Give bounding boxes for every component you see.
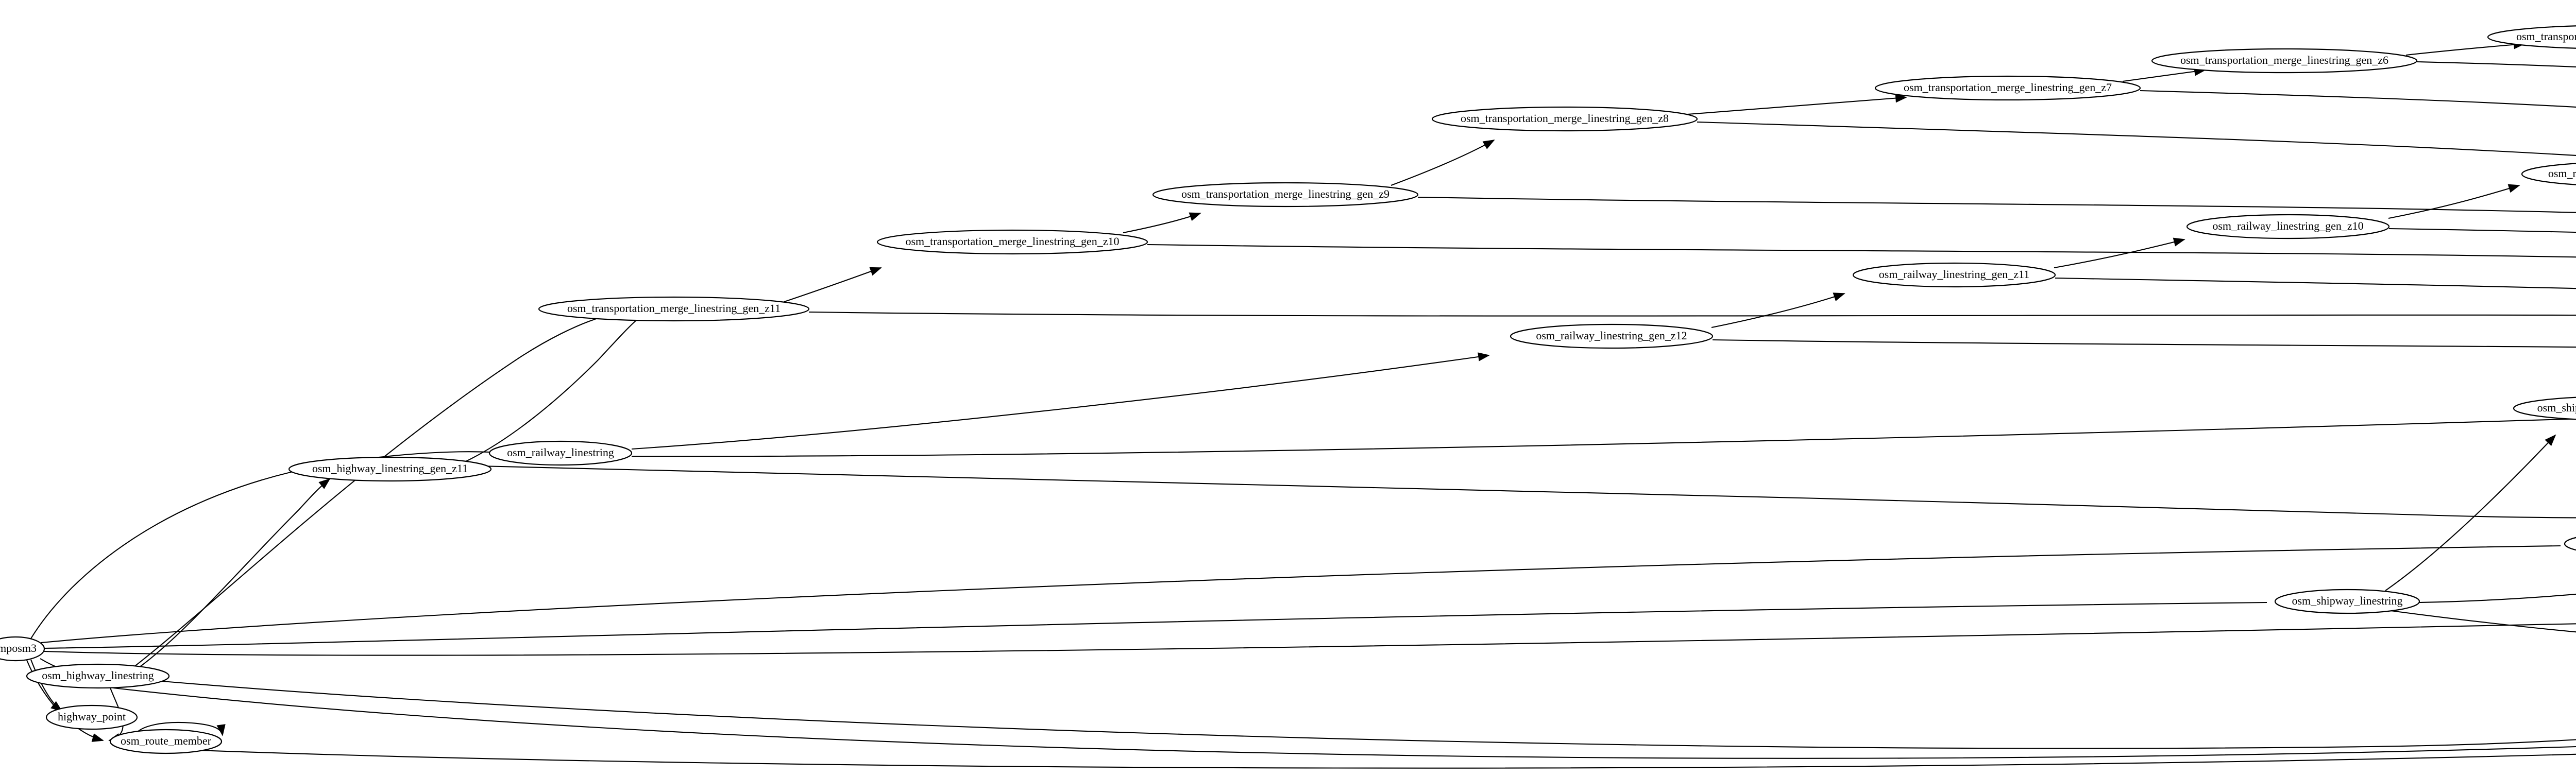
node-label: osm_highway_linestring — [42, 669, 154, 682]
edge-tm-z8-to-table-z8 — [1697, 121, 2576, 156]
edge-highway-linestring-to-table-z14 — [144, 679, 2576, 749]
edge-tm-z8-to-tm-z7 — [1687, 93, 1907, 115]
edge-tm-z9-to-table-z9 — [1417, 196, 2576, 213]
node-label: osm_railway_linestring_gen_z10 — [2212, 219, 2363, 232]
node-osm-route-member[interactable]: osm_route_member — [109, 729, 223, 754]
node-osm-highway-linestring[interactable]: osm_highway_linestring — [26, 663, 170, 689]
edge-imposm3-to-osm-shipway-linestring — [44, 601, 2267, 649]
node-osm-transportation-merge-linestring-gen-z6[interactable]: osm_transportation_merge_linestring_gen_… — [2151, 48, 2418, 74]
node-label: osm_transportation_merge_linestring_gen_… — [567, 302, 781, 315]
node-label: osm_railway_linestring — [507, 446, 614, 459]
node-osm-transportation-merge-linestring-gen-z11[interactable]: osm_transportation_merge_linestring_gen_… — [538, 296, 810, 322]
node-osm-transportation-merge-linestring-gen-z10[interactable]: osm_transportation_merge_linestring_gen_… — [876, 229, 1148, 255]
node-osm-railway-linestring[interactable]: osm_railway_linestring — [488, 440, 633, 466]
edge-tm-z7-to-tm-z6 — [2122, 67, 2206, 82]
edge-route-member-self-loop — [133, 721, 226, 737]
node-imposm3[interactable]: imposm3 — [0, 636, 45, 662]
edge-imposm3-to-osm-highway-polygon — [44, 623, 2576, 656]
edge-tm-z10-to-tm-z9 — [1123, 212, 1201, 234]
node-label: osm_shipway_linestring — [2292, 594, 2402, 607]
edge-shipway-linestring-to-ship-gen-z12 — [2385, 434, 2556, 591]
edge-imposm3-to-highway-point — [30, 659, 63, 712]
edge-shipway-linestring-to-table-z13 — [2419, 593, 2576, 603]
node-osm-highway-linestring-gen-z11[interactable]: osm_highway_linestring_gen_z11 — [288, 456, 492, 482]
node-osm-shipway-linestring-gen-z12[interactable]: osm_shipway_linestring_gen_z12 — [2513, 396, 2576, 420]
edge-lower-sweep-1 — [113, 687, 2576, 759]
node-highway-point[interactable]: highway_point — [45, 704, 138, 730]
edge-rail-z11-to-table-z11 — [2055, 277, 2576, 289]
node-label: osm_transportation_merge_linestring_gen_… — [2180, 54, 2388, 66]
edges-layer — [26, 40, 2576, 769]
edge-highway-linestring-to-tm-z11 — [133, 316, 603, 667]
node-osm-transportation-merge-linestring-gen-z5[interactable]: osm_transportation_merge_linestring_gen_… — [2487, 25, 2576, 49]
edge-tm-z11-to-table-z11 — [808, 311, 2576, 317]
edge-lower-sweep-3 — [2390, 610, 2576, 633]
node-osm-shipway-linestring[interactable]: osm_shipway_linestring — [2274, 589, 2420, 614]
edge-rail-z12-to-table-z12 — [1712, 339, 2576, 348]
nodes-layer: imposm3 osm_highway_linestring highway_p… — [0, 25, 2576, 754]
node-osm-transportation-merge-linestring-gen-z9[interactable]: osm_transportation_merge_linestring_gen_… — [1152, 182, 1419, 208]
node-label: highway_point — [58, 710, 126, 723]
node-osm-railway-linestring-gen-z10[interactable]: osm_railway_linestring_gen_z10 — [2186, 214, 2390, 239]
node-label: osm_railway_linestring_gen_z11 — [1879, 268, 2029, 281]
edge-highway-gen-z11-to-table-z12 — [479, 465, 2576, 519]
edge-highway-linestring-to-gen-z11 — [139, 478, 331, 668]
edge-rail-z10-to-rail-z9 — [2388, 184, 2520, 219]
node-label: imposm3 — [0, 642, 37, 654]
edge-rail-z11-to-rail-z10 — [2054, 237, 2185, 269]
node-label: osm_transportation_merge_linestring_gen_… — [905, 235, 1119, 248]
edge-railway-linestring-to-table-z13 — [631, 418, 2576, 457]
edge-tm-z10-to-table-z10 — [1147, 244, 2576, 258]
node-osm-railway-linestring-gen-z12[interactable]: osm_railway_linestring_gen_z12 — [1510, 323, 1714, 349]
node-label: osm_route_member — [121, 734, 212, 747]
node-label: osm_transportation_merge_linestring_gen_… — [2516, 30, 2576, 43]
node-osm-railway-linestring-gen-z11[interactable]: osm_railway_linestring_gen_z11 — [1852, 262, 2056, 288]
node-osm-railway-linestring-gen-z9[interactable]: osm_railway_linestring_gen_z9 — [2521, 162, 2576, 186]
edge-tm-z7-to-table-z7 — [2140, 90, 2576, 108]
edge-rail-z12-to-rail-z11 — [1711, 292, 1845, 329]
edge-tm-z6-to-tm-z5 — [2405, 40, 2526, 56]
edge-highway-gen-z11-to-tm-z11 — [463, 320, 637, 463]
edge-imposm3-to-osm-aerialway-linestring — [41, 545, 2561, 644]
node-label: osm_shipway_linestring_gen_z12 — [2537, 401, 2576, 414]
node-label: osm_railway_linestring_gen_z9 — [2548, 167, 2576, 180]
node-osm-aerialway-linestring[interactable]: osm_aerialway_linestring — [2564, 532, 2576, 556]
edge-tm-z11-to-tm-z10 — [784, 267, 882, 302]
node-label: osm_transportation_merge_linestring_gen_… — [1181, 187, 1389, 200]
edge-railway-linestring-to-rail-gen-z12 — [631, 352, 1490, 450]
node-label: osm_transportation_merge_linestring_gen_… — [1461, 112, 1669, 125]
node-label: osm_transportation_merge_linestring_gen_… — [1904, 81, 2112, 94]
edge-tm-z9-to-tm-z8 — [1391, 140, 1495, 186]
node-osm-transportation-merge-linestring-gen-z7[interactable]: osm_transportation_merge_linestring_gen_… — [1874, 75, 2141, 101]
edge-imposm3-to-osm-railway-linestring — [30, 451, 490, 639]
edge-lower-sweep-2 — [170, 748, 2576, 769]
node-label: osm_railway_linestring_gen_z12 — [1536, 329, 1687, 342]
node-osm-transportation-merge-linestring-gen-z8[interactable]: osm_transportation_merge_linestring_gen_… — [1431, 106, 1698, 132]
node-label: osm_highway_linestring_gen_z11 — [312, 462, 468, 475]
